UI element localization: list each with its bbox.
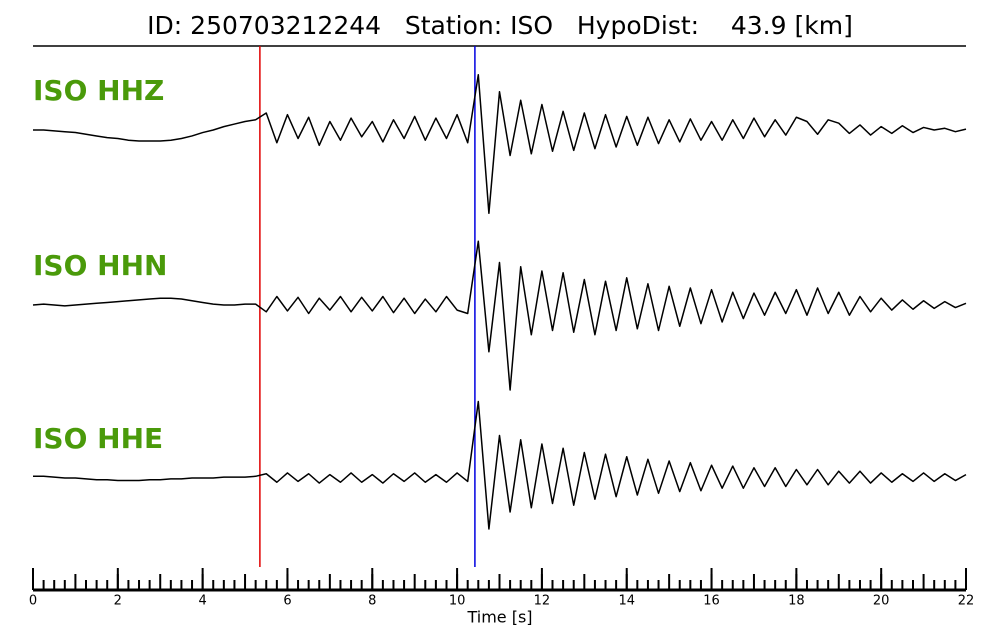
chart-title: ID: 250703212244 Station: ISO HypoDist: … bbox=[147, 11, 853, 40]
x-tick-label: 20 bbox=[873, 594, 890, 609]
waveform bbox=[33, 400, 967, 530]
x-tick-label: 16 bbox=[703, 594, 720, 609]
waveform bbox=[32, 240, 967, 391]
x-tick-label: 22 bbox=[958, 594, 975, 609]
x-tick-label: 4 bbox=[198, 594, 206, 609]
x-tick-label: 12 bbox=[534, 594, 551, 609]
x-tick-label: 8 bbox=[368, 594, 376, 609]
trace-label: ISO HHE bbox=[33, 422, 163, 455]
x-axis-label: Time [s] bbox=[466, 608, 532, 627]
waveform bbox=[33, 74, 967, 215]
x-tick-label: 10 bbox=[449, 594, 466, 609]
x-tick-label: 14 bbox=[618, 594, 635, 609]
x-tick-label: 2 bbox=[114, 594, 122, 609]
x-tick-label: 6 bbox=[283, 594, 291, 609]
trace-label: ISO HHZ bbox=[33, 74, 164, 107]
x-tick-label: 0 bbox=[29, 594, 37, 609]
x-tick-label: 18 bbox=[788, 594, 805, 609]
trace-label: ISO HHN bbox=[33, 249, 167, 282]
